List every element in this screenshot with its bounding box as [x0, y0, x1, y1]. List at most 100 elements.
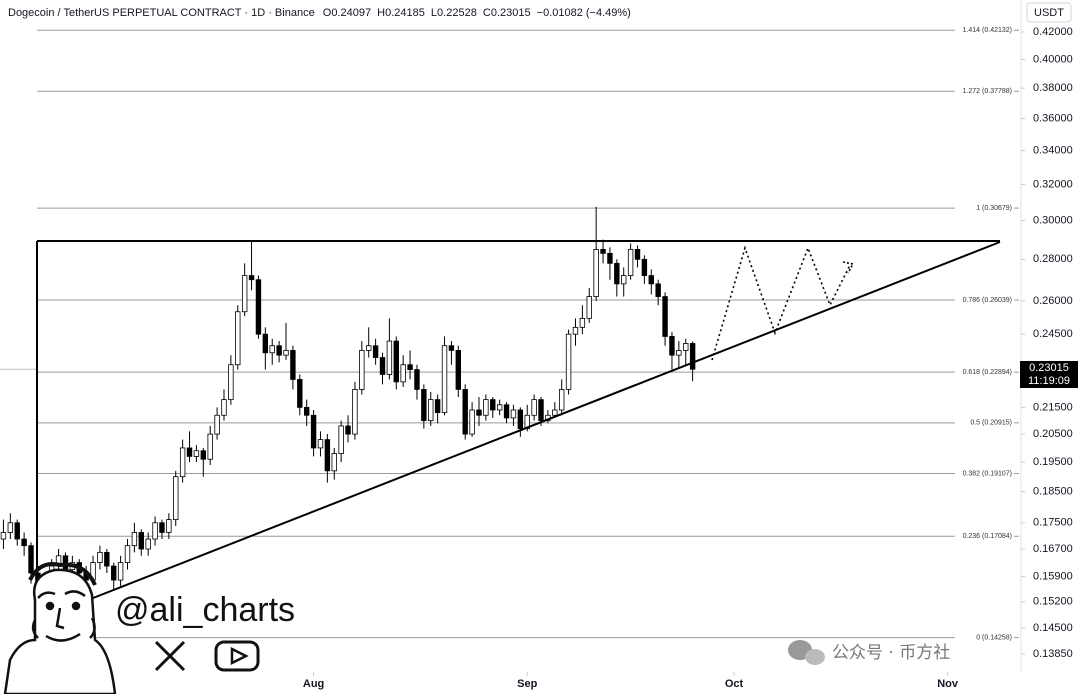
- fib-label: 0.236 (0.17084): [963, 533, 1012, 540]
- candle-body: [496, 404, 503, 411]
- candle-body: [614, 262, 620, 285]
- y-tick-label: 0.15900: [1033, 570, 1073, 582]
- x-tick-label: Oct: [725, 678, 744, 690]
- ohlc-value: 0.24185: [385, 7, 425, 19]
- candle-body: [104, 551, 110, 567]
- candle-body: [414, 369, 420, 390]
- candle-body: [276, 345, 282, 356]
- candle-body: [290, 350, 296, 380]
- candle-body: [62, 555, 69, 570]
- candle-body: [434, 399, 441, 414]
- ohlc-label: C: [483, 7, 491, 19]
- watermark: @ali_charts: [115, 591, 295, 629]
- y-tick-label: 0.40000: [1033, 53, 1073, 65]
- y-tick-label: 0.42000: [1033, 26, 1073, 38]
- candle-body: [310, 414, 317, 449]
- fib-label: 1.414 (0.42132): [963, 27, 1012, 34]
- y-tick-label: 0.32000: [1033, 178, 1073, 190]
- y-tick-label: 0.18500: [1033, 486, 1073, 498]
- candle-body: [379, 357, 386, 375]
- candle-body: [21, 538, 27, 547]
- candle-body: [407, 364, 413, 370]
- countdown: 11:19:09: [1028, 375, 1070, 387]
- candle-body: [366, 345, 372, 351]
- candle-body: [662, 296, 668, 337]
- ohlc-value: 0.24097: [331, 7, 371, 19]
- candle-body: [152, 522, 158, 540]
- fib-label: 0.5 (0.20915): [970, 420, 1012, 427]
- candle-body: [372, 345, 379, 358]
- y-tick-label: 0.20500: [1033, 428, 1073, 440]
- wechat-watermark: 公众号 · 币方社: [832, 643, 950, 663]
- candle-body: [683, 343, 689, 351]
- candle-body: [345, 425, 351, 435]
- candle-body: [338, 425, 344, 454]
- y-tick-label: 0.24500: [1033, 328, 1073, 340]
- candle-body: [655, 283, 661, 297]
- wechat-icon: [788, 640, 825, 665]
- candle-body: [97, 551, 103, 563]
- youtube-icon: [214, 640, 260, 672]
- y-tick-label: 0.19500: [1033, 456, 1073, 468]
- x-icon: [154, 640, 186, 672]
- candle-body: [579, 317, 586, 328]
- fib-label: 0.382 (0.19107): [963, 470, 1012, 477]
- y-tick-label: 0.30000: [1033, 215, 1073, 227]
- candle-body: [621, 275, 627, 285]
- candle-body: [483, 399, 489, 416]
- candle-body: [193, 450, 200, 457]
- fib-label: 1.272 (0.37788): [963, 88, 1012, 95]
- ohlc-value: 0.22528: [437, 7, 477, 19]
- candle-body: [531, 399, 537, 416]
- price-badge: [1020, 361, 1078, 388]
- ohlc-label: L: [431, 7, 437, 19]
- candle-body: [228, 364, 234, 401]
- candle-body: [7, 522, 14, 533]
- ohlc-label: O: [323, 7, 332, 19]
- fib-label: 1 (0.30679): [976, 205, 1012, 212]
- change: −0.01082 (−4.49%): [537, 7, 631, 19]
- candle-body: [503, 404, 510, 419]
- projection-arrowhead: [842, 261, 855, 274]
- candle-body: [676, 350, 682, 356]
- candle-body: [607, 252, 613, 264]
- ohlc-label: H: [377, 7, 385, 19]
- candle-body: [352, 389, 358, 435]
- y-tick-label: 0.16700: [1033, 543, 1073, 555]
- candle-body: [138, 532, 144, 550]
- candle-body: [14, 522, 20, 540]
- price-axis: 0.42000 0.40000 0.38000 0.36000 0.34000 0.320…: [1021, 26, 1073, 660]
- y-tick-label: 0.36000: [1033, 112, 1073, 124]
- candle-body: [469, 409, 475, 435]
- candle-body: [552, 409, 558, 416]
- fib-label: 0.618 (0.22894): [963, 369, 1012, 376]
- candle-body: [565, 333, 572, 390]
- x-tick-label: Sep: [517, 678, 537, 690]
- candle-body: [303, 406, 310, 416]
- candle-body: [324, 439, 331, 472]
- candle-body: [476, 409, 482, 416]
- candle-body: [510, 409, 517, 419]
- header-bg: [0, 0, 610, 26]
- candle-body: [648, 275, 654, 285]
- candle-body: [283, 350, 289, 356]
- fib-label: 0 (0.14258): [976, 634, 1012, 641]
- y-tick-label: 0.21500: [1033, 401, 1073, 413]
- candle-body: [179, 447, 186, 478]
- candle-body: [255, 279, 262, 335]
- candle-body: [248, 275, 255, 281]
- candle-body: [159, 522, 165, 533]
- candle-body: [200, 450, 207, 460]
- candle-body: [28, 545, 34, 574]
- candle-body: [111, 565, 117, 581]
- candle-body: [517, 409, 524, 430]
- candle-body: [214, 414, 220, 435]
- avatar: [3, 562, 117, 694]
- y-tick-label: 0.26000: [1033, 295, 1073, 307]
- candle-body: [117, 562, 124, 581]
- candle-body: [269, 345, 275, 354]
- candle-body: [297, 379, 303, 408]
- candle-body: [593, 248, 599, 297]
